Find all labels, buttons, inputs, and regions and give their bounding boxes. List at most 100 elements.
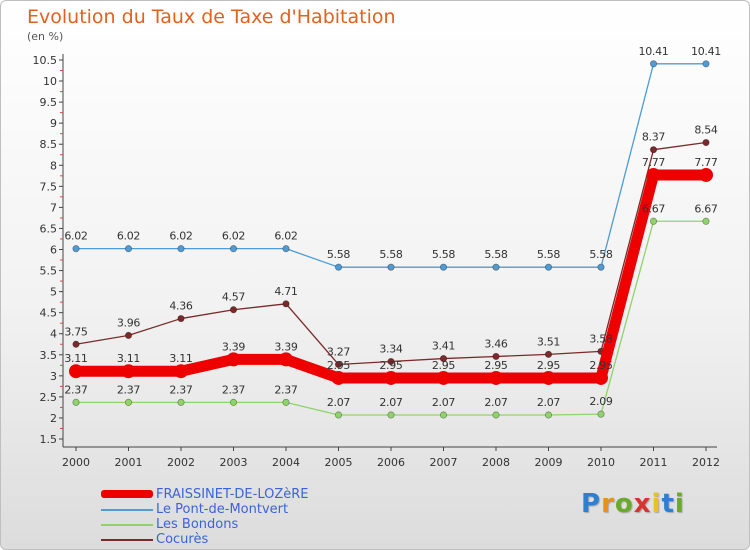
data-point-pont-de-montvert [229,245,238,253]
data-label-pont-de-montvert: 5.58 [432,248,456,261]
data-point-fraissinet [279,352,293,367]
data-label-cocures: 4.36 [169,300,193,313]
data-label-fraissinet: 3.39 [274,340,298,353]
y-tick-label: 5 [50,286,57,299]
data-label-bondons: 2.37 [64,383,88,396]
data-point-bondons [229,398,238,406]
data-point-cocures [702,138,710,147]
legend-label-fraissinet: FRAISSINET-DE-LOZèRE [156,487,309,502]
x-tick-label: 2004 [272,456,300,469]
data-point-bondons [439,411,448,419]
legend-swatch-bondons [101,524,153,526]
y-axis-ticks: 1.5 2 2.5 3 3.5 4 4.5 5 5.5 6 6.5 7 7.5 8 8.5 9 9.5 10 10.… [33,54,63,446]
data-label-pont-de-montvert: 6.02 [169,230,192,243]
data-point-cocures [72,340,80,348]
data-point-pont-de-montvert [702,60,710,68]
legend-item-pont-de-montvert: Le Pont-de-Montvert [101,502,431,517]
data-point-fraissinet [69,364,83,379]
series-layer [69,60,713,419]
data-point-cocures [439,354,448,363]
data-point-cocures [177,314,185,323]
data-label-fraissinet: 2.95 [537,359,561,372]
y-tick-label: 4.5 [40,307,58,320]
data-label-fraissinet: 2.95 [327,359,351,372]
data-point-bondons [177,398,185,406]
x-tick-label: 2010 [587,456,615,469]
data-label-fraissinet: 7.77 [694,156,718,169]
x-tick-label: 2003 [220,456,248,469]
data-label-cocures: 3.51 [537,335,560,348]
x-tick-label: 2001 [115,456,143,469]
data-point-cocures [492,352,500,361]
y-tick-label: 1.5 [40,433,58,446]
data-point-bondons [387,411,395,419]
data-label-fraissinet: 3.11 [169,352,192,365]
data-point-pont-de-montvert [544,263,553,271]
data-point-bondons [649,217,658,225]
data-label-bondons: 2.07 [379,396,403,409]
data-label-cocures: 3.41 [432,340,455,353]
data-point-bondons [492,411,500,419]
data-label-bondons: 2.07 [484,396,508,409]
data-point-fraissinet [174,364,188,379]
y-tick-label: 9.5 [40,96,58,109]
data-label-pont-de-montvert: 5.58 [327,248,351,261]
legend-swatch-fraissinet [101,490,153,498]
legend-item-cocures: Cocurès [101,532,431,547]
data-point-fraissinet [121,364,136,379]
legend-item-fraissinet: FRAISSINET-DE-LOZèRE [101,487,431,502]
data-point-pont-de-montvert [492,263,500,271]
data-label-bondons: 2.37 [274,383,298,396]
data-label-bondons: 2.37 [222,383,246,396]
data-point-pont-de-montvert [439,263,448,271]
data-label-cocures: 4.71 [274,285,297,298]
data-label-pont-de-montvert: 10.41 [639,45,669,58]
y-tick-label: 9 [50,117,57,130]
data-label-pont-de-montvert: 6.02 [222,230,245,243]
data-label-cocures: 3.46 [484,337,508,350]
data-point-bondons [334,411,343,419]
legend-label-pont-de-montvert: Le Pont-de-Montvert [156,502,289,517]
data-label-pont-de-montvert: 6.02 [64,230,87,243]
data-point-cocures [649,146,658,154]
data-label-bondons: 2.07 [432,396,456,409]
data-label-fraissinet: 3.11 [117,352,140,365]
data-point-fraissinet [226,352,241,367]
y-tick-label: 6 [50,244,57,257]
data-label-bondons: 2.07 [327,396,351,409]
y-tick-label: 7 [50,201,57,214]
data-point-cocures [387,357,395,366]
legend-swatch-pont-de-montvert [101,509,153,511]
x-axis-ticks: 2000 2001 2002 2003 2004 2005 2006 2007 2008 2009… [62,447,720,469]
data-point-pont-de-montvert [597,263,605,271]
data-label-cocures: 3.34 [379,343,403,356]
data-point-cocures [282,300,290,308]
data-point-pont-de-montvert [72,245,80,253]
data-point-cocures [124,331,133,340]
y-tick-label: 7.5 [40,180,58,193]
data-point-pont-de-montvert [282,245,290,253]
data-label-pont-de-montvert: 5.58 [589,248,613,261]
x-tick-label: 2007 [430,456,458,469]
data-point-fraissinet [384,370,398,385]
legend-item-bondons: Les Bondons [101,517,431,532]
x-tick-label: 2005 [325,456,353,469]
data-label-pont-de-montvert: 10.41 [691,45,721,58]
y-tick-label: 3.5 [40,349,58,362]
legend: FRAISSINET-DE-LOZèRE Le Pont-de-Montvert… [101,487,431,547]
y-tick-label: 4 [50,328,57,341]
legend-label-cocures: Cocurès [156,532,209,547]
y-tick-label: 2.5 [40,391,58,404]
data-point-fraissinet [489,370,503,385]
y-tick-label: 6.5 [40,222,58,235]
data-point-pont-de-montvert [334,263,343,271]
data-label-pont-de-montvert: 5.58 [484,248,508,261]
data-label-pont-de-montvert: 5.58 [537,248,561,261]
data-point-fraissinet [541,370,556,385]
data-label-fraissinet: 3.11 [64,352,87,365]
data-label-pont-de-montvert: 5.58 [379,248,403,261]
data-label-cocures: 3.96 [117,316,141,329]
proxiti-logo: Proxiti [581,489,685,519]
